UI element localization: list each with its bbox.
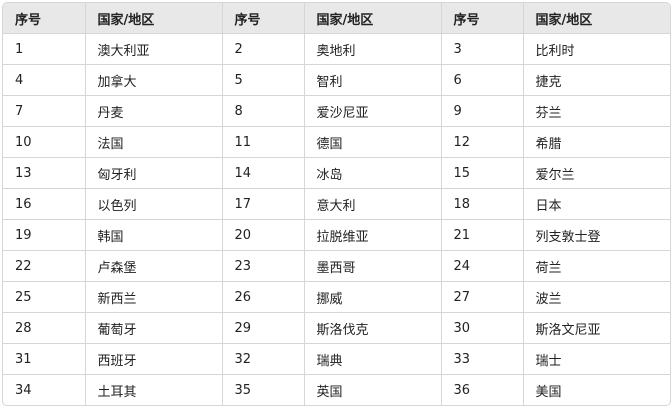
table-row: 25 新西兰 26 挪威 27 波兰 [3,281,670,313]
country-cell: 荷兰 [523,250,670,282]
index-cell: 22 [3,250,86,282]
index-cell: 30 [441,312,524,344]
table-row: 4 加拿大 5 智利 6 捷克 [3,64,670,96]
index-cell: 35 [222,374,305,405]
index-cell: 10 [3,126,86,158]
country-cell: 卢森堡 [85,250,223,282]
index-cell: 25 [3,281,86,313]
table-row: 10 法国 11 德国 12 希腊 [3,126,670,158]
country-cell: 法国 [85,126,223,158]
country-cell: 以色列 [85,188,223,220]
index-cell: 3 [441,33,524,65]
country-cell: 澳大利亚 [85,33,223,65]
header-country: 国家/地区 [523,3,670,34]
table-row: 28 葡萄牙 29 斯洛伐克 30 斯洛文尼亚 [3,312,670,344]
country-cell: 奥地利 [304,33,442,65]
country-cell: 西班牙 [85,343,223,375]
index-cell: 36 [441,374,524,405]
index-cell: 5 [222,64,305,96]
country-cell: 土耳其 [85,374,223,405]
index-cell: 26 [222,281,305,313]
index-cell: 12 [441,126,524,158]
index-cell: 18 [441,188,524,220]
table-row: 7 丹麦 8 爱沙尼亚 9 芬兰 [3,95,670,127]
index-cell: 14 [222,157,305,189]
index-cell: 23 [222,250,305,282]
country-cell: 墨西哥 [304,250,442,282]
country-cell: 冰岛 [304,157,442,189]
index-cell: 1 [3,33,86,65]
country-cell: 韩国 [85,219,223,251]
country-cell: 丹麦 [85,95,223,127]
index-cell: 29 [222,312,305,344]
country-cell: 爱沙尼亚 [304,95,442,127]
country-cell: 美国 [535,384,562,400]
country-cell: 比利时 [523,33,670,65]
table-row: 1 澳大利亚 2 奥地利 3 比利时 [3,33,670,65]
country-table: 序号 国家/地区 序号 国家/地区 序号 国家/地区 1 澳大利亚 2 奥地利 3 比利时 4 加拿大 5… [3,3,670,405]
country-cell: 新西兰 [85,281,223,313]
country-cell: 斯洛文尼亚 [523,312,670,344]
country-cell: 挪威 [304,281,442,313]
country-cell: 斯洛伐克 [304,312,442,344]
country-cell: 波兰 [523,281,670,313]
index-cell: 11 [222,126,305,158]
country-cell: 英国 [304,374,442,405]
country-cell: 匈牙利 [85,157,223,189]
index-cell: 2 [222,33,305,65]
index-cell: 15 [441,157,524,189]
country-cell: 捷克 [523,64,670,96]
index-cell: 8 [222,95,305,127]
header-country: 国家/地区 [85,3,223,34]
country-cell: 列支敦士登 [523,219,670,251]
index-cell: 7 [3,95,86,127]
index-cell: 33 [441,343,524,375]
table-row: 34 土耳其 35 英国 36 美国 [3,374,670,405]
header-index: 序号 [441,3,524,34]
table-row: 19 韩国 20 拉脱维亚 21 列支敦士登 [3,219,670,251]
table-row: 13 匈牙利 14 冰岛 15 爱尔兰 [3,157,670,189]
index-cell: 27 [441,281,524,313]
country-cell: 爱尔兰 [523,157,670,189]
index-cell: 19 [3,219,86,251]
index-cell: 16 [3,188,86,220]
index-cell: 17 [222,188,305,220]
index-cell: 31 [3,343,86,375]
index-cell: 21 [441,219,524,251]
country-cell: 智利 [304,64,442,96]
index-cell: 4 [3,64,86,96]
table-row: 22 卢森堡 23 墨西哥 24 荷兰 [3,250,670,282]
index-cell: 20 [222,219,305,251]
header-index: 序号 [3,3,86,34]
country-cell: 拉脱维亚 [304,219,442,251]
index-cell: 24 [441,250,524,282]
country-cell: 葡萄牙 [85,312,223,344]
country-cell: 意大利 [304,188,442,220]
country-cell: 瑞士 [523,343,670,375]
index-cell: 28 [3,312,86,344]
table-row: 16 以色列 17 意大利 18 日本 [3,188,670,220]
table-row: 31 西班牙 32 瑞典 33 瑞士 [3,343,670,375]
header-country: 国家/地区 [304,3,442,34]
country-cell: 德国 [304,126,442,158]
country-cell: 加拿大 [85,64,223,96]
country-cell: 芬兰 [523,95,670,127]
index-cell: 32 [222,343,305,375]
country-cell: 希腊 [523,126,670,158]
index-cell: 13 [3,157,86,189]
header-row: 序号 国家/地区 序号 国家/地区 序号 国家/地区 [3,3,670,34]
country-cell: 瑞典 [304,343,442,375]
index-cell: 9 [441,95,524,127]
country-cell: 日本 [523,188,670,220]
index-cell: 6 [441,64,524,96]
header-index: 序号 [222,3,305,34]
index-cell: 34 [3,374,86,405]
